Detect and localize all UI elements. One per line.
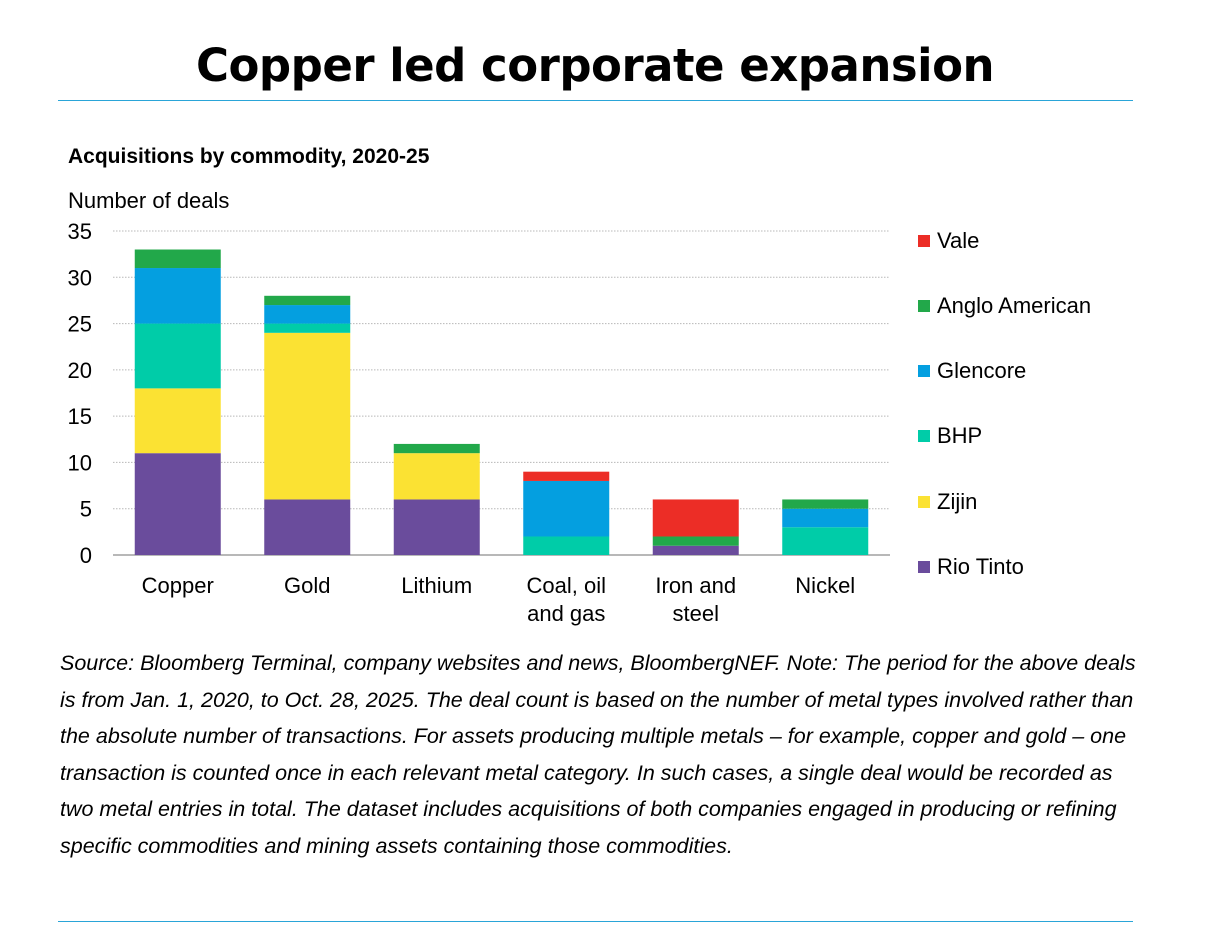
bar-segment [264, 295, 351, 306]
legend-swatch-glencore [918, 365, 930, 377]
bar-segment [652, 536, 739, 546]
x-tick-label: and gas [527, 601, 605, 626]
bar-segment [134, 453, 221, 555]
bar-segment [134, 249, 221, 269]
bar-segment [264, 305, 351, 324]
top-divider [58, 100, 1133, 101]
legend-swatch-anglo-american [918, 300, 930, 312]
legend-label-zijin: Zijin [937, 489, 978, 514]
legend-swatch-rio-tinto [918, 561, 930, 573]
bar-segment [782, 527, 869, 555]
bar-segment [523, 480, 610, 537]
legend-label-rio-tinto: Rio Tinto [937, 554, 1024, 579]
bar-segment [652, 545, 739, 555]
y-tick-label: 35 [68, 219, 92, 244]
chart-title: Acquisitions by commodity, 2020-25 [68, 145, 430, 168]
legend-label-vale: Vale [937, 228, 980, 253]
x-tick-label: Nickel [795, 573, 855, 598]
y-tick-label: 25 [68, 312, 92, 337]
legend-label-anglo-american: Anglo American [937, 293, 1092, 318]
bottom-divider [58, 921, 1133, 922]
y-tick-label: 20 [68, 358, 92, 383]
legend-item-glencore: Glencore [918, 356, 1026, 386]
y-tick-label: 30 [68, 265, 92, 290]
legend-item-rio-tinto: Rio Tinto [918, 552, 1024, 582]
bar-segment [782, 499, 869, 509]
bar-segment [134, 388, 221, 454]
y-tick-label: 10 [68, 450, 92, 475]
legend-item-vale: Vale [918, 226, 979, 256]
legend-label-bhp: BHP [937, 423, 983, 448]
legend-swatch-bhp [918, 430, 930, 442]
bar-segment [782, 508, 869, 528]
source-note: Source: Bloomberg Terminal, company webs… [60, 651, 1136, 858]
bar-segment [393, 453, 480, 500]
bar-segment [393, 499, 480, 555]
page-headline: Copper led corporate expansion [195, 39, 995, 92]
bar-segment [652, 499, 739, 537]
bar-segment [523, 536, 610, 555]
x-tick-label: steel [673, 601, 719, 626]
x-tick-label: Copper [142, 573, 214, 598]
legend-swatch-vale [918, 235, 930, 247]
bar-segment [134, 268, 221, 324]
legend-label-glencore: Glencore [937, 358, 1027, 383]
bar-segment [264, 499, 351, 555]
x-tick-label: Iron and [655, 573, 736, 598]
bar-segment [393, 443, 480, 454]
y-tick-label: 15 [68, 404, 92, 429]
bar-segment [523, 471, 610, 481]
legend-swatch-zijin [918, 496, 930, 508]
x-tick-label: Coal, oil [527, 573, 606, 598]
stacked-bar-chart: 0 5 10 15 20 25 30 35 Copper Gold Lithium Coal, oil… [68, 219, 890, 626]
x-tick-label: Gold [284, 573, 330, 598]
legend-item-zijin: Zijin [918, 487, 977, 517]
y-tick-label: 0 [80, 543, 92, 568]
bar-segment [264, 323, 351, 333]
legend-item-bhp: BHP [918, 421, 982, 451]
bar-segment [134, 323, 221, 389]
x-tick-label: Lithium [401, 573, 472, 598]
bar-segment [264, 332, 351, 500]
legend-item-anglo-american: Anglo American [918, 291, 1091, 321]
y-axis-label: Number of deals [68, 188, 230, 213]
y-tick-label: 5 [80, 497, 92, 522]
